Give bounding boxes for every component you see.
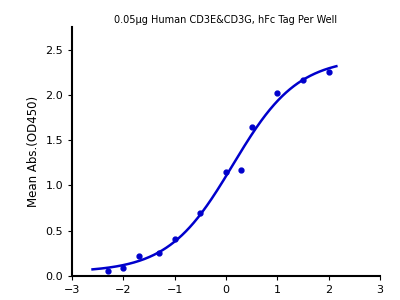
Y-axis label: Mean Abs.(OD450): Mean Abs.(OD450): [27, 96, 40, 207]
Title: 0.05μg Human CD3E&CD3G, hFc Tag Per Well: 0.05μg Human CD3E&CD3G, hFc Tag Per Well: [114, 15, 338, 25]
